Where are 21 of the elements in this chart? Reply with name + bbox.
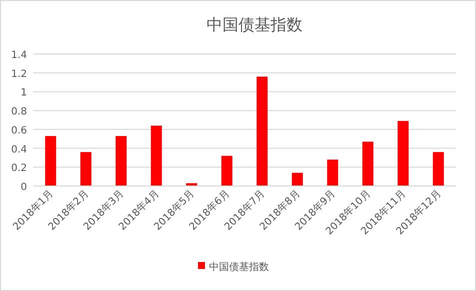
y-tick-label: 0.4	[11, 144, 27, 156]
bar	[432, 152, 444, 186]
bar	[362, 142, 374, 186]
bar	[80, 152, 92, 186]
y-tick-label: 0.6	[11, 125, 27, 136]
bar	[116, 136, 127, 186]
bar	[221, 156, 232, 186]
bar	[150, 126, 162, 186]
y-tick-label: 0.2	[11, 163, 27, 174]
y-tick-label: 0	[20, 182, 27, 193]
bar	[45, 136, 56, 186]
y-tick-label: 1.4	[11, 50, 27, 61]
bar	[327, 160, 338, 186]
bar	[292, 172, 303, 186]
chart-title: 中国债基指数	[206, 15, 302, 34]
bar	[398, 120, 409, 186]
bar	[256, 76, 268, 186]
y-tick-label: 1	[20, 88, 27, 99]
legend-label: 中国债基指数	[209, 261, 269, 273]
y-tick-label: 1.2	[11, 68, 27, 80]
y-tick-label: 0.8	[11, 106, 27, 118]
